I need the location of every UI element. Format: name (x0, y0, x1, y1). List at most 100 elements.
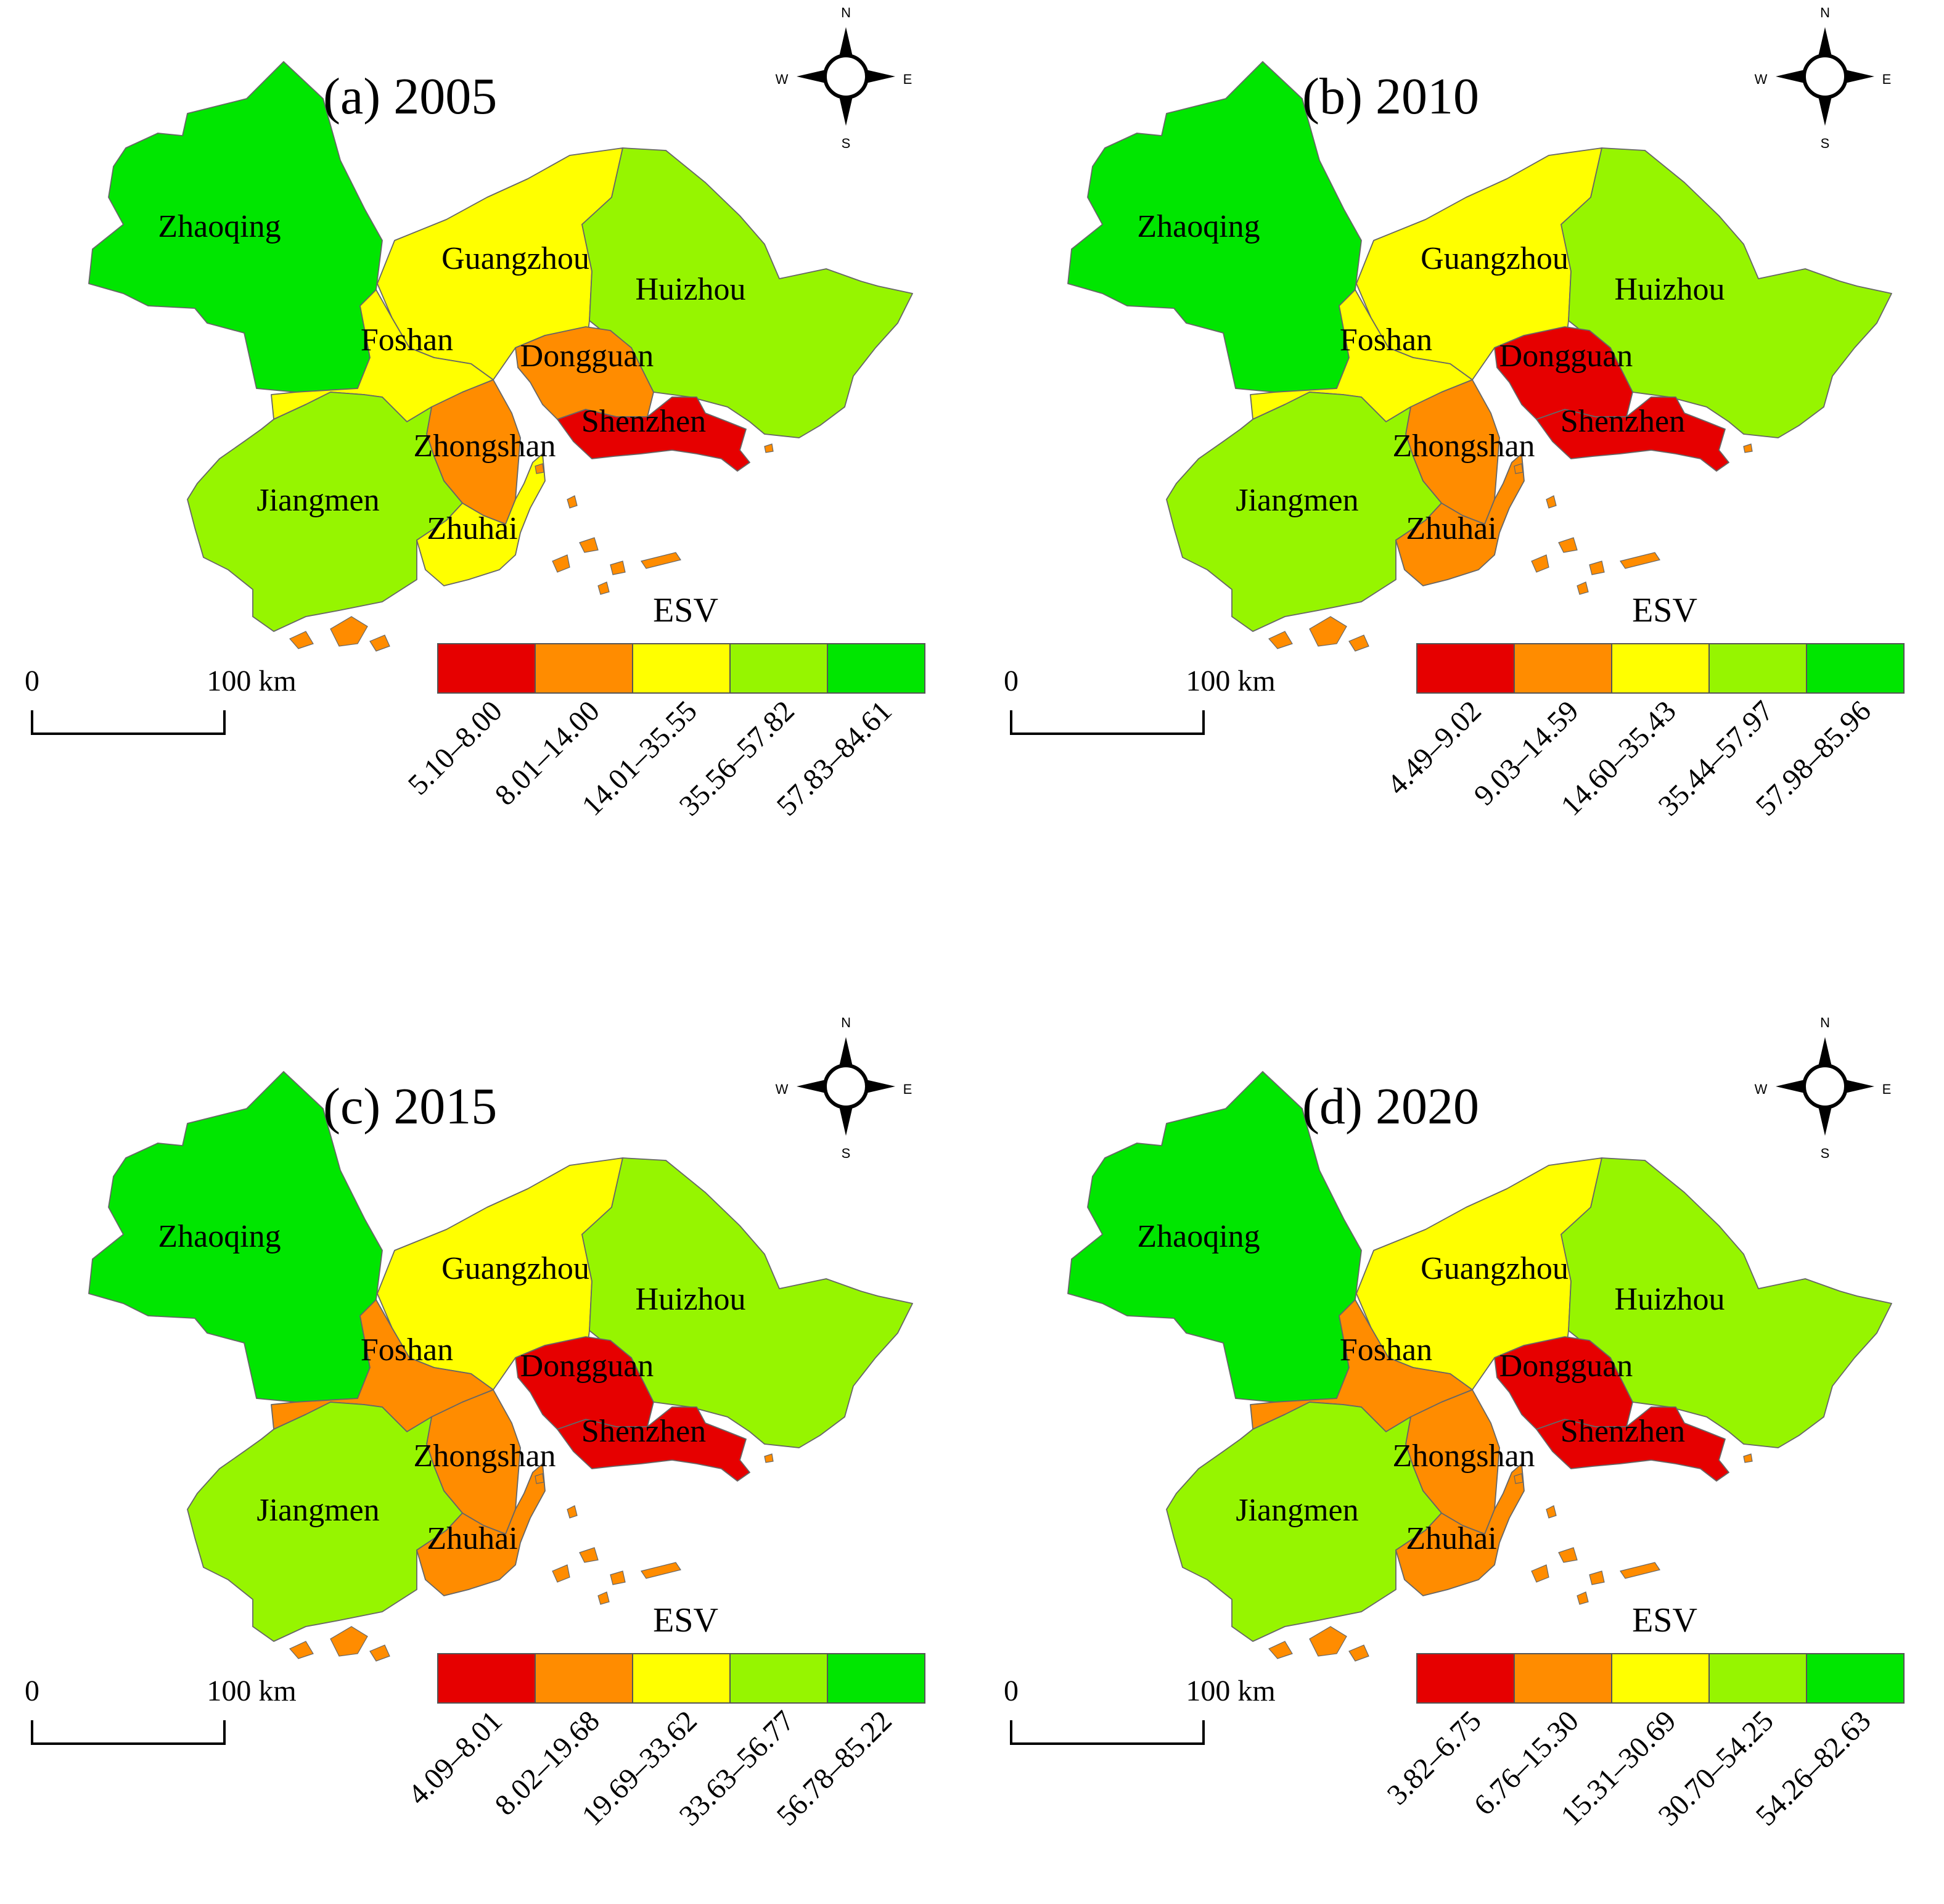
region-shenzhen (557, 1406, 750, 1482)
city-label-shenzhen: Shenzhen (581, 404, 706, 439)
legend-swatch-4 (1708, 643, 1807, 694)
island (1268, 1641, 1293, 1659)
legend-swatch-4 (729, 643, 828, 694)
region-jiangmen (1166, 1401, 1442, 1642)
city-label-dongguan: Dongguan (1499, 339, 1633, 374)
legend-swatch-5 (827, 643, 925, 694)
city-label-shenzhen: Shenzhen (581, 1414, 706, 1449)
compass-w-label: W (1755, 1081, 1768, 1097)
panel-title: (a) 2005 (323, 68, 497, 125)
island (641, 1562, 681, 1579)
city-label-dongguan: Dongguan (520, 1348, 654, 1384)
city-label-jiangmen: Jiangmen (1236, 483, 1358, 518)
region-zhuhai (416, 1463, 546, 1596)
island (1743, 1453, 1753, 1463)
city-label-foshan: Foshan (361, 1332, 453, 1368)
scale-end-label: 100 km (1186, 665, 1275, 697)
city-label-zhongshan: Zhongshan (1392, 1438, 1535, 1474)
region-shenzhen (557, 396, 750, 472)
scale-start-label: 0 (1004, 1675, 1019, 1707)
city-label-huizhou: Huizhou (635, 1282, 745, 1317)
map-panel-4: Zhaoqing Guangzhou Foshan Huizhou Dongguan Sh… (1004, 1015, 1905, 1832)
island (1589, 560, 1605, 575)
legend-swatch-3 (1611, 1653, 1710, 1704)
city-label-zhuhai: Zhuhai (427, 511, 517, 546)
island (1268, 631, 1293, 649)
map-panel-1: Zhaoqing Guangzhou Foshan Huizhou Dongguan Sh… (25, 5, 925, 822)
island (552, 1564, 570, 1583)
island (1514, 1473, 1524, 1484)
compass-icon: N S E W (1755, 5, 1892, 151)
region-huizhou (581, 1157, 913, 1448)
scale-bar: 0 100 km (25, 665, 297, 735)
island (1546, 495, 1557, 509)
region-zhuhai (1395, 1463, 1525, 1596)
scale-end-label: 100 km (1186, 1675, 1275, 1707)
compass-s-label: S (1821, 1146, 1830, 1161)
island (552, 554, 570, 573)
map-regions (88, 1071, 913, 1662)
compass-w-label: W (776, 72, 789, 87)
map-panel-2: Zhaoqing Guangzhou Foshan Huizhou Dongguan Sh… (1004, 5, 1905, 822)
island (330, 1626, 368, 1657)
region-jiangmen (1166, 392, 1442, 632)
island (369, 634, 390, 652)
map-regions (1067, 1071, 1892, 1662)
map-regions (1067, 61, 1892, 652)
legend-swatch-3 (632, 1653, 731, 1704)
city-label-guangzhou: Guangzhou (441, 241, 589, 276)
city-label-zhaoqing: Zhaoqing (1137, 1219, 1260, 1254)
city-label-guangzhou: Guangzhou (441, 1251, 589, 1286)
island (1589, 1570, 1605, 1585)
legend-swatch-2 (1514, 643, 1612, 694)
region-zhaoqing (1067, 1071, 1362, 1403)
compass-e-label: E (903, 1081, 913, 1097)
scale-start-label: 0 (25, 1675, 39, 1707)
city-label-dongguan: Dongguan (1499, 1348, 1633, 1384)
island (369, 1644, 390, 1662)
region-zhuhai (416, 453, 546, 586)
city-label-zhuhai: Zhuhai (427, 1521, 517, 1556)
legend-swatch-2 (535, 643, 633, 694)
island (579, 537, 599, 553)
legend-swatch-4 (1708, 1653, 1807, 1704)
city-label-jiangmen: Jiangmen (256, 483, 379, 518)
city-label-huizhou: Huizhou (1614, 272, 1725, 307)
compass-w-label: W (1755, 72, 1768, 87)
region-shenzhen (1536, 396, 1729, 472)
island (610, 560, 626, 575)
compass-e-label: E (903, 72, 913, 87)
legend-swatch-1 (1416, 643, 1515, 694)
city-label-zhaoqing: Zhaoqing (158, 209, 281, 244)
esv-legend: ESV3.82–6.756.76–15.3015.31–30.6930.70–5… (1381, 1601, 1905, 1832)
panel-title: (d) 2020 (1302, 1078, 1479, 1135)
island (1546, 1505, 1557, 1519)
compass-s-label: S (1821, 136, 1830, 151)
island (1348, 634, 1369, 652)
island (1309, 616, 1347, 647)
scale-bar: 0 100 km (1004, 665, 1276, 735)
legend-title: ESV (1632, 591, 1697, 630)
panel-title: (c) 2015 (323, 1078, 497, 1135)
compass-e-label: E (1882, 72, 1892, 87)
compass-icon: N S E W (776, 5, 913, 151)
legend-title: ESV (653, 591, 718, 630)
esv-legend: ESV5.10–8.008.01–14.0014.01–35.5535.56–5… (402, 591, 925, 822)
esv-legend: ESV4.09–8.018.02–19.6819.69–33.6233.63–5… (402, 1601, 925, 1832)
compass-e-label: E (1882, 1081, 1892, 1097)
legend-swatch-2 (1514, 1653, 1612, 1704)
region-zhaoqing (88, 1071, 383, 1403)
compass-icon: N S E W (776, 1015, 913, 1161)
region-huizhou (1561, 1157, 1892, 1448)
compass-w-label: W (776, 1081, 789, 1097)
scale-end-label: 100 km (207, 1675, 296, 1707)
island (1531, 554, 1549, 573)
island (764, 1453, 774, 1463)
city-label-jiangmen: Jiangmen (1236, 1493, 1358, 1528)
region-huizhou (581, 147, 913, 438)
legend-swatch-2 (535, 1653, 633, 1704)
island (1309, 1626, 1347, 1657)
legend-swatch-3 (632, 643, 731, 694)
island (764, 443, 774, 453)
